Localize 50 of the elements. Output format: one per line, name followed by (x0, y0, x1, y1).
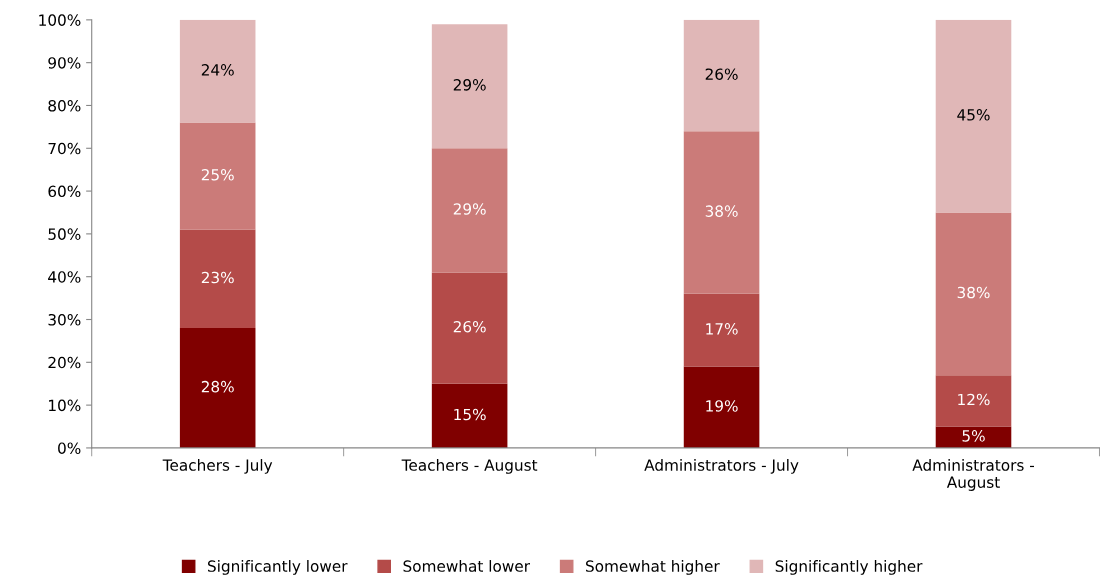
data-label: 24% (201, 64, 234, 76)
bar (683, 366, 760, 448)
x-tick-label: Administrators - July (644, 459, 799, 474)
y-tick-label: 90% (48, 57, 81, 69)
bar (935, 375, 1012, 427)
x-tick-label: Teachers - July (162, 459, 273, 474)
bar (683, 293, 760, 367)
legend-label: Somewhat lower (403, 560, 530, 572)
bar (935, 212, 1012, 376)
y-tick-label: 100% (39, 14, 81, 26)
bar (179, 229, 256, 329)
data-label: 38% (705, 205, 738, 217)
data-label: 25% (201, 168, 234, 181)
legend-label: Significantly higher (775, 560, 923, 575)
bar (683, 131, 760, 294)
data-label: 17% (706, 323, 738, 335)
data-label: 29% (453, 79, 486, 91)
y-tick-label: 20% (48, 356, 81, 369)
x-tick-label: Teachers - August (401, 459, 538, 474)
data-label: 23% (201, 271, 234, 284)
data-label: 26% (453, 320, 486, 333)
y-tick-label: 60% (48, 185, 81, 198)
data-label: 29% (453, 203, 486, 215)
data-label: 26% (705, 68, 738, 80)
data-label: 19% (706, 400, 738, 412)
bar (431, 24, 508, 149)
y-tick-label: 70% (48, 142, 81, 155)
data-label: 45% (957, 109, 990, 121)
y-tick-label: 50% (48, 228, 81, 240)
legend-label: Significantly lower (207, 560, 348, 575)
bar (179, 122, 256, 230)
data-label: 12% (958, 393, 990, 406)
x-tick-label: Administrators - August (912, 459, 1034, 491)
bar (179, 328, 256, 448)
y-tick-label: 10% (49, 399, 81, 412)
y-tick-label: 40% (48, 271, 81, 283)
legend-label: Somewhat higher (586, 560, 720, 575)
bar (431, 383, 508, 448)
y-tick-label: 0% (58, 442, 81, 454)
bar (431, 148, 508, 273)
data-label: 28% (201, 380, 234, 393)
bar (935, 19, 1012, 213)
data-label: 38% (957, 286, 990, 299)
y-tick-label: 80% (48, 99, 81, 112)
y-tick-label: 30% (48, 313, 81, 326)
data-label: 15% (454, 408, 486, 421)
bar (431, 272, 508, 384)
data-label: 5% (962, 430, 985, 442)
bar (179, 19, 256, 123)
bar (683, 19, 760, 132)
